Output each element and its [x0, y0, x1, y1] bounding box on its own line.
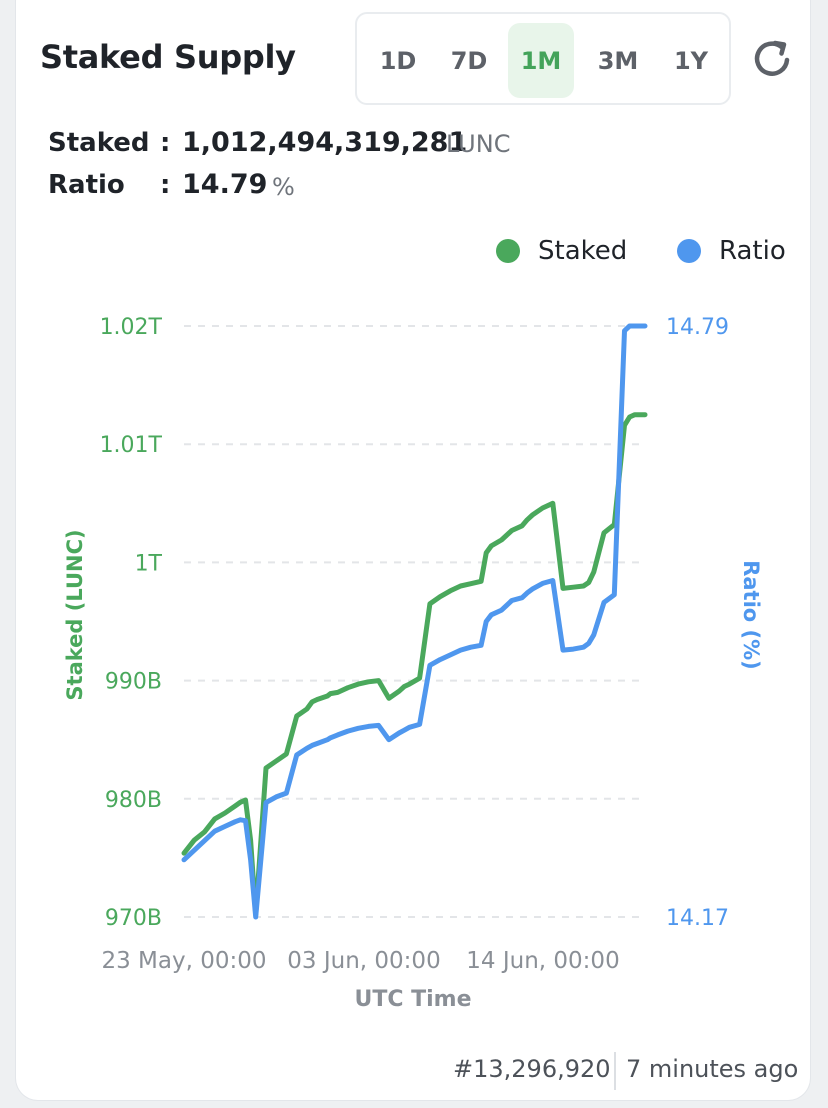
legend-ratio[interactable]: Ratio	[677, 236, 786, 266]
block-height: #13,296,920	[453, 1055, 611, 1083]
right-axis-title: Ratio (%)	[739, 560, 763, 670]
ratio-stat-label: Ratio	[48, 170, 125, 200]
range-3m-button[interactable]: 3M	[597, 46, 639, 75]
range-1y-button[interactable]: 1Y	[673, 46, 709, 75]
left-tick-label: 1T	[135, 551, 163, 576]
series-line-staked	[181, 412, 648, 918]
right-tick-label: 14.17	[666, 906, 729, 931]
x-tick-label: 23 May, 00:00	[101, 948, 266, 974]
grid-lines	[184, 325, 645, 918]
left-tick-label: 1.01T	[100, 433, 163, 458]
staked-stat-unit: LUNC	[446, 130, 511, 158]
last-updated: 7 minutes ago	[626, 1055, 799, 1083]
ratio-stat-unit: %	[272, 173, 295, 201]
footer-divider	[614, 1052, 616, 1090]
left-tick-label: 970B	[105, 906, 162, 931]
range-7d-button[interactable]: 7D	[450, 46, 488, 75]
left-tick-label: 990B	[105, 670, 162, 695]
right-tick-label: 14.79	[666, 315, 729, 340]
ratio-stat-colon: :	[160, 170, 171, 200]
left-axis-title: Staked (LUNC)	[63, 529, 87, 700]
x-axis-title: UTC Time	[354, 987, 471, 1012]
staked-stat-value: 1,012,494,319,281	[182, 127, 468, 158]
right-axis-ticks: 14.17 14.79	[666, 315, 729, 931]
left-tick-label: 980B	[105, 788, 162, 813]
series-line-ratio	[181, 323, 648, 920]
legend-staked-dot	[496, 239, 520, 263]
card-title: Staked Supply	[40, 38, 296, 76]
left-tick-label: 1.02T	[100, 315, 163, 340]
legend-ratio-dot	[677, 239, 701, 263]
legend-staked-label: Staked	[538, 236, 628, 266]
ratio-stat-value: 14.79	[182, 169, 268, 200]
time-range-selector: 1D 7D 1M 3M 1Y	[355, 12, 731, 105]
x-axis-ticks: 23 May, 00:00 03 Jun, 00:00 14 Jun, 00:00	[101, 948, 619, 974]
refresh-icon[interactable]	[748, 34, 796, 82]
x-tick-label: 03 Jun, 00:00	[287, 948, 440, 974]
x-tick-label: 14 Jun, 00:00	[466, 948, 619, 974]
legend-ratio-label: Ratio	[719, 236, 786, 266]
staked-stat-colon: :	[160, 128, 171, 158]
staked-stat-label: Staked	[48, 128, 150, 158]
left-axis-ticks: 970B 980B 990B 1T 1.01T 1.02T	[100, 315, 163, 931]
range-1d-button[interactable]: 1D	[379, 46, 417, 75]
legend-staked[interactable]: Staked	[496, 236, 627, 266]
series-lines	[181, 323, 648, 920]
range-1m-button[interactable]: 1M	[508, 23, 574, 98]
